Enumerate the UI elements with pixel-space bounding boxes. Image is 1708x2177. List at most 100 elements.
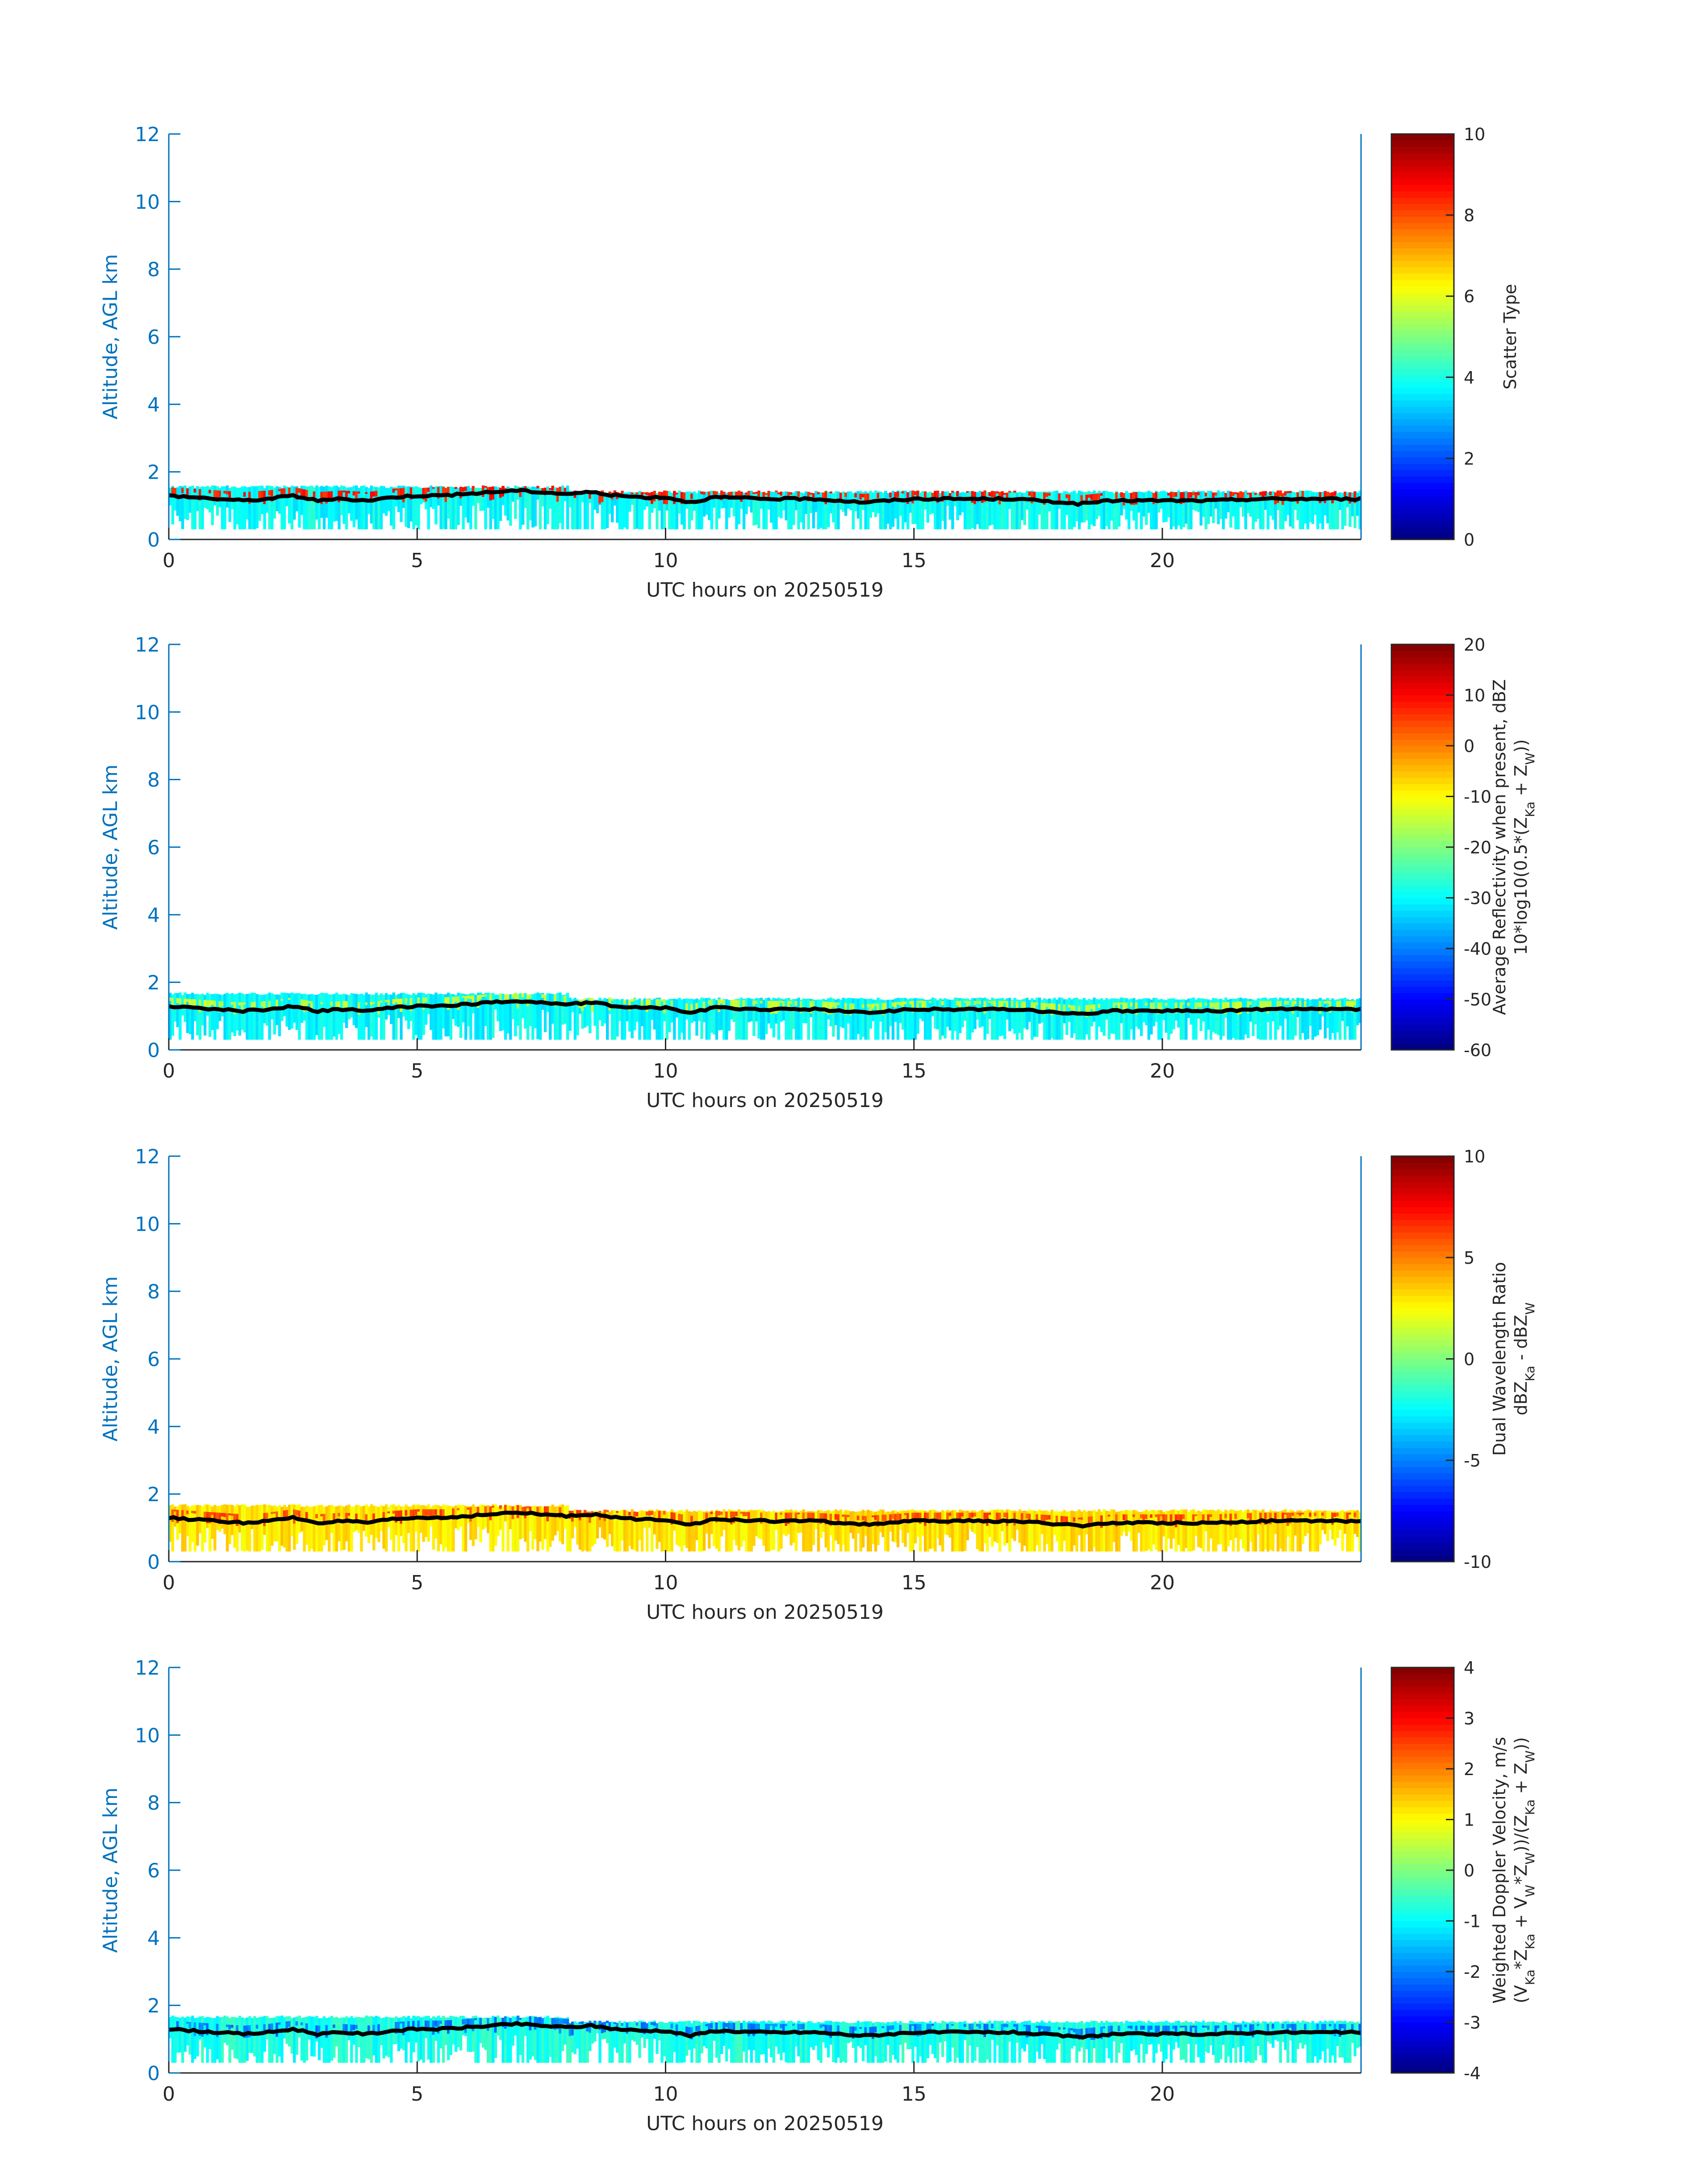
- data-cell: [1147, 998, 1150, 1040]
- data-cell: [1068, 1511, 1071, 1552]
- data-cell: [1358, 1512, 1361, 1552]
- data-cell: [1232, 1509, 1235, 1552]
- data-cell: [1204, 1003, 1207, 1006]
- data-cell: [310, 485, 313, 530]
- data-cell: [1301, 2020, 1304, 2049]
- data-cell: [268, 2023, 271, 2031]
- data-cell: [1324, 2024, 1327, 2030]
- data-cell: [333, 486, 336, 522]
- data-cell: [514, 2016, 517, 2036]
- data-cell: [1202, 2020, 1205, 2063]
- colorbar-band: [1391, 1927, 1454, 1934]
- data-cell: [1013, 1510, 1016, 1541]
- data-cell: [688, 999, 691, 1040]
- data-cell: [976, 2024, 979, 2027]
- data-cell: [837, 491, 840, 530]
- data-cell: [1247, 1001, 1250, 1014]
- data-cell: [1341, 493, 1344, 530]
- data-cell: [735, 999, 738, 1040]
- data-cell: [621, 1509, 624, 1541]
- data-cell: [869, 1511, 872, 1552]
- data-cell: [255, 2018, 259, 2063]
- data-cell: [725, 493, 728, 530]
- data-cell: [384, 2017, 388, 2056]
- data-cell: [780, 1511, 783, 1549]
- data-cell: [174, 2016, 177, 2063]
- data-cell: [787, 998, 790, 1040]
- data-cell: [626, 492, 629, 530]
- data-cell: [1282, 493, 1285, 530]
- data-cell: [775, 2022, 778, 2047]
- data-cell: [526, 994, 530, 1040]
- data-cell: [231, 1505, 234, 1535]
- data-cell: [260, 491, 264, 499]
- data-cell: [812, 1511, 815, 1545]
- data-cell: [847, 1515, 850, 1517]
- data-cell: [948, 493, 952, 520]
- colorbar-band: [1391, 1555, 1454, 1562]
- data-cell: [367, 2025, 371, 2035]
- data-cell: [1222, 1000, 1225, 1036]
- colorbar-band: [1391, 1447, 1454, 1454]
- data-cell: [613, 1510, 617, 1551]
- data-cell: [1261, 491, 1265, 498]
- data-cell: [934, 1513, 937, 1519]
- data-cell: [675, 493, 679, 530]
- data-cell: [688, 491, 691, 530]
- data-cell: [872, 1511, 875, 1544]
- data-cell: [255, 1504, 259, 1552]
- data-cell: [1075, 493, 1078, 522]
- data-cell: [467, 995, 470, 999]
- data-cell: [765, 2022, 768, 2063]
- data-cell: [447, 1505, 450, 1552]
- data-cell: [901, 1002, 905, 1007]
- data-cell: [658, 999, 661, 1010]
- colorbar-band: [1391, 165, 1454, 172]
- data-cell: [1107, 2026, 1111, 2038]
- data-cell: [1227, 490, 1230, 513]
- data-cell: [1227, 999, 1230, 1040]
- data-cell: [1157, 1510, 1161, 1552]
- data-cell: [683, 492, 686, 530]
- data-cell: [516, 486, 520, 500]
- data-cell: [926, 1513, 929, 1520]
- data-cell: [1314, 1513, 1317, 1517]
- data-cell: [211, 994, 214, 1030]
- data-cell: [1291, 1510, 1295, 1552]
- y-tick-label: 8: [147, 769, 160, 792]
- colorbar-band: [1391, 2022, 1454, 2029]
- data-cell: [1346, 1511, 1349, 1552]
- data-cell: [635, 1512, 639, 1517]
- data-cell: [1276, 1001, 1280, 1011]
- data-cell: [1172, 492, 1175, 526]
- colorbar-band: [1391, 796, 1454, 803]
- data-cell: [427, 1504, 430, 1542]
- data-cell: [1015, 492, 1019, 530]
- data-cell: [1132, 1510, 1136, 1552]
- data-cell: [417, 1509, 420, 1512]
- data-cell: [732, 491, 736, 517]
- data-cell: [988, 492, 991, 526]
- data-cell: [519, 2018, 522, 2020]
- data-cell: [1212, 1510, 1215, 1552]
- data-cell: [685, 1003, 689, 1015]
- colorbar-band: [1391, 267, 1454, 274]
- data-cell: [589, 1512, 592, 1523]
- data-cell: [894, 492, 897, 519]
- data-cell: [519, 487, 522, 530]
- data-cell: [278, 487, 281, 514]
- colorbar-band: [1391, 1984, 1454, 1991]
- data-cell: [384, 488, 388, 516]
- colorbar-band: [1391, 343, 1454, 350]
- data-cell: [1162, 2022, 1165, 2063]
- data-cell: [631, 999, 634, 1039]
- data-cell: [372, 491, 376, 497]
- data-cell: [861, 2022, 865, 2061]
- data-cell: [464, 994, 468, 1040]
- data-cell: [405, 998, 408, 1003]
- data-cell: [730, 2022, 733, 2030]
- data-cell: [1311, 1512, 1315, 1552]
- data-cell: [293, 2017, 296, 2063]
- data-cell: [1140, 1514, 1143, 1519]
- data-cell: [476, 993, 480, 1040]
